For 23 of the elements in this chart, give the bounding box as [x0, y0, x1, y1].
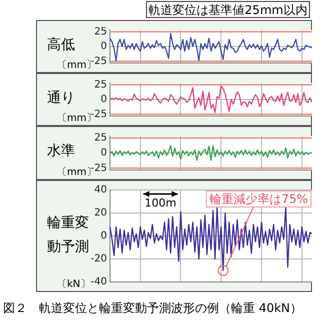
- y-tick-label: 0: [100, 41, 107, 52]
- y-axis-title: 輪重変動予測: [47, 215, 89, 255]
- y-tick-label: -25: [90, 56, 107, 67]
- y-tick-label: -40: [90, 276, 107, 288]
- y-tick-label: 0: [100, 94, 107, 106]
- y-tick-label: 25: [94, 26, 107, 38]
- y-tick-label: 40: [94, 184, 107, 196]
- caption: 図２ 軌道変位と輪重変動予測波形の例（輪重 40kN）: [3, 300, 302, 317]
- y-tick-label: 0: [100, 148, 107, 159]
- y-tick-label: 25: [94, 132, 107, 144]
- y-axis-title: 高低: [47, 36, 76, 55]
- y-tick-label: 25: [94, 79, 107, 90]
- y-tick-label: 0: [100, 230, 107, 242]
- annotation: 輪重減少率は75%: [209, 192, 308, 206]
- y-tick-label: 20: [94, 208, 107, 219]
- y-tick-label: -25: [90, 108, 107, 120]
- chart-title: 軌道変位は基準値25mm以内: [146, 1, 310, 18]
- y-tick-label: -25: [90, 162, 107, 174]
- y-tick-label: -20: [90, 254, 107, 265]
- y-axis-title: 通り: [47, 89, 76, 108]
- y-axis-title: 水準: [47, 142, 76, 161]
- annotation: 100m: [144, 196, 176, 210]
- text: 〔kN〕: [57, 278, 90, 291]
